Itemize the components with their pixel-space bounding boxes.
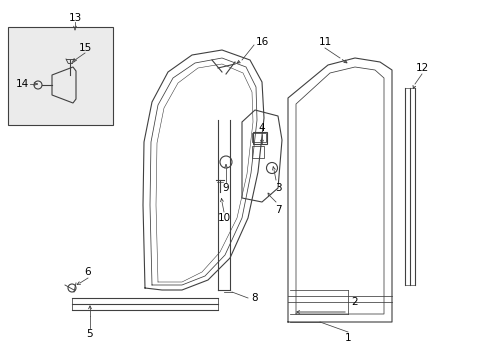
Text: 2: 2	[351, 297, 358, 307]
Bar	[252, 132, 266, 144]
Bar	[8, 27, 113, 125]
Text: 5: 5	[86, 329, 93, 339]
Text: 10: 10	[217, 213, 230, 223]
Bar	[251, 146, 264, 158]
Text: 13: 13	[68, 13, 81, 23]
Text: 9: 9	[222, 183, 229, 193]
Text: 16: 16	[255, 37, 268, 47]
Bar	[251, 133, 265, 142]
Text: 4: 4	[258, 123, 265, 133]
Text: 12: 12	[414, 63, 428, 73]
Text: 14: 14	[15, 79, 29, 89]
Text: 7: 7	[274, 205, 281, 215]
Text: 11: 11	[318, 37, 331, 47]
Text: 15: 15	[78, 43, 91, 53]
Text: 3: 3	[274, 183, 281, 193]
Text: 8: 8	[251, 293, 258, 303]
Text: 6: 6	[84, 267, 91, 277]
Text: 1: 1	[344, 333, 350, 343]
